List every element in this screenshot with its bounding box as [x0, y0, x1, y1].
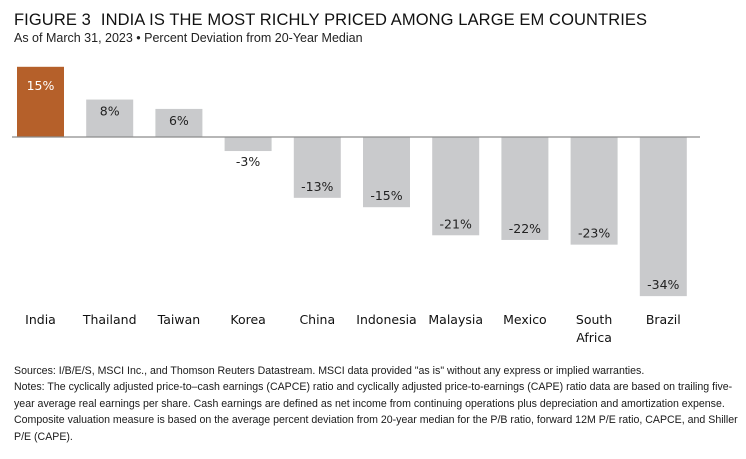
methodology-note: Notes: The cyclically adjusted price-to–… — [14, 381, 738, 443]
value-label-mexico: -22% — [509, 221, 541, 236]
bar-south-africa — [570, 137, 618, 245]
figure-label: FIGURE 3 — [14, 11, 91, 29]
bar-korea — [224, 137, 272, 152]
bar-taiwan — [155, 108, 203, 137]
bar-india — [17, 66, 64, 137]
bar-chart: 15% 8% 6% -3% -13% -15% -21% -22% -23% -34% India… — [12, 66, 700, 345]
value-label-indonesia: -15% — [370, 188, 402, 203]
category-label-south-africa-line-2: Africa — [576, 330, 612, 345]
value-label-brazil: -34% — [647, 277, 679, 292]
bar-malaysia — [432, 137, 480, 236]
bar-mexico — [501, 137, 549, 240]
value-label-thailand: 8% — [100, 104, 120, 119]
value-label-korea: -3% — [236, 154, 260, 169]
value-label-malaysia: -21% — [440, 216, 472, 231]
value-label-india: 15% — [27, 78, 55, 93]
category-label-brazil: Brazil — [646, 312, 681, 327]
bar-brazil — [639, 137, 687, 297]
category-label-south-africa-line-1: South — [576, 312, 612, 327]
value-label-taiwan: 6% — [169, 113, 189, 128]
category-label-india: India — [25, 312, 56, 327]
category-label-korea: Korea — [230, 312, 265, 327]
value-label-china: -13% — [301, 179, 333, 194]
chart-title: FIGURE 3 INDIA IS THE MOST RICHLY PRICED … — [14, 11, 647, 30]
footnotes: Sources: I/B/E/S, MSCI Inc., and Thomson… — [14, 363, 739, 445]
figure-title: INDIA IS THE MOST RICHLY PRICED AMONG LA… — [100, 11, 648, 29]
category-label-thailand: Thailand — [82, 312, 137, 327]
category-label-indonesia: Indonesia — [356, 312, 416, 327]
category-label-taiwan: Taiwan — [157, 312, 201, 327]
category-label-malaysia: Malaysia — [428, 312, 483, 327]
sources-note: Sources: I/B/E/S, MSCI Inc., and Thomson… — [14, 365, 645, 377]
value-labels-group: 15% 8% 6% -3% -13% -15% -21% -22% -23% -34% — [27, 78, 680, 292]
bar-indonesia — [363, 137, 410, 208]
category-label-china: China — [299, 312, 335, 327]
category-label-mexico: Mexico — [503, 312, 547, 327]
chart-subtitle: As of March 31, 2023 • Percent Deviation… — [14, 31, 363, 45]
bars-group — [17, 66, 687, 297]
bar-china — [293, 137, 341, 198]
category-labels-group: India Thailand Taiwan Korea China Indonesia Ma… — [25, 312, 681, 345]
value-label-south-africa: -23% — [578, 226, 610, 241]
bar-thailand — [86, 99, 134, 137]
